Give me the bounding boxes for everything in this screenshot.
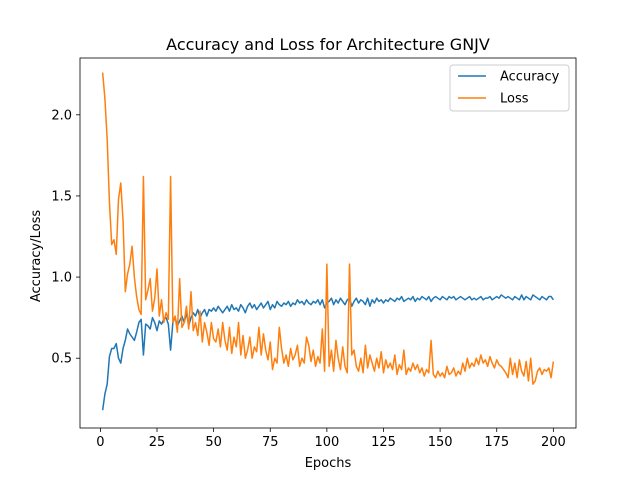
- x-tick-label: 200: [541, 435, 566, 450]
- axes-frame: [79, 57, 577, 429]
- x-tick-label: 100: [314, 435, 339, 450]
- x-tick-label: 75: [262, 435, 279, 450]
- x-tick-label: 150: [428, 435, 453, 450]
- y-tick-label: 1.5: [51, 189, 72, 204]
- legend: Accuracy Loss: [449, 64, 570, 112]
- y-tick-label: 0.5: [51, 352, 72, 367]
- x-tick-label: 25: [149, 435, 166, 450]
- plot-area: 0 25 50 75 100 125 150 175 200 0.5 1.0 1.5 2.0: [51, 57, 577, 450]
- legend-label-loss: Loss: [500, 92, 529, 107]
- chart-title: Accuracy and Loss for Architecture GNJV: [166, 35, 490, 54]
- x-tick-label: 50: [205, 435, 222, 450]
- y-axis-title: Accuracy/Loss: [29, 210, 44, 302]
- series-line-loss: [101, 72, 555, 385]
- x-axis-title: Epochs: [305, 456, 352, 471]
- y-tick-label: 2.0: [51, 108, 72, 123]
- y-tick-label: 1.0: [51, 271, 72, 286]
- x-tick-label: 175: [484, 435, 509, 450]
- x-tick-label: 0: [96, 435, 104, 450]
- x-tick-label: 125: [371, 435, 396, 450]
- legend-label-accuracy: Accuracy: [500, 70, 560, 85]
